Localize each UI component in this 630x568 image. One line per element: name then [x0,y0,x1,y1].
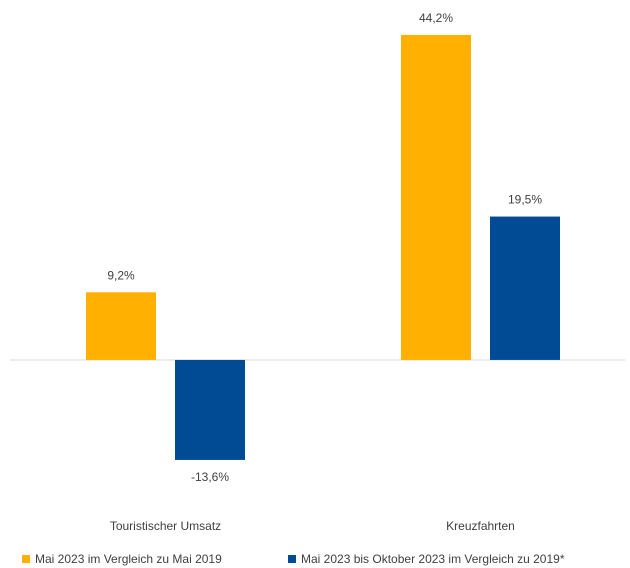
legend-swatch [288,555,296,563]
x-tick-label: Kreuzfahrten [446,519,515,533]
bar [490,216,560,360]
data-label: 19,5% [508,193,542,207]
bar [175,359,245,460]
data-label: -13,6% [191,470,229,484]
bar [401,34,471,360]
data-label: 44,2% [419,11,453,25]
legend-label: Mai 2023 bis Oktober 2023 im Vergleich z… [301,552,565,566]
data-label: 9,2% [107,268,135,282]
bar [86,292,156,360]
legend-label: Mai 2023 im Vergleich zu Mai 2019 [35,552,222,566]
legend-swatch [22,555,30,563]
x-tick-label: Touristischer Umsatz [110,519,221,533]
